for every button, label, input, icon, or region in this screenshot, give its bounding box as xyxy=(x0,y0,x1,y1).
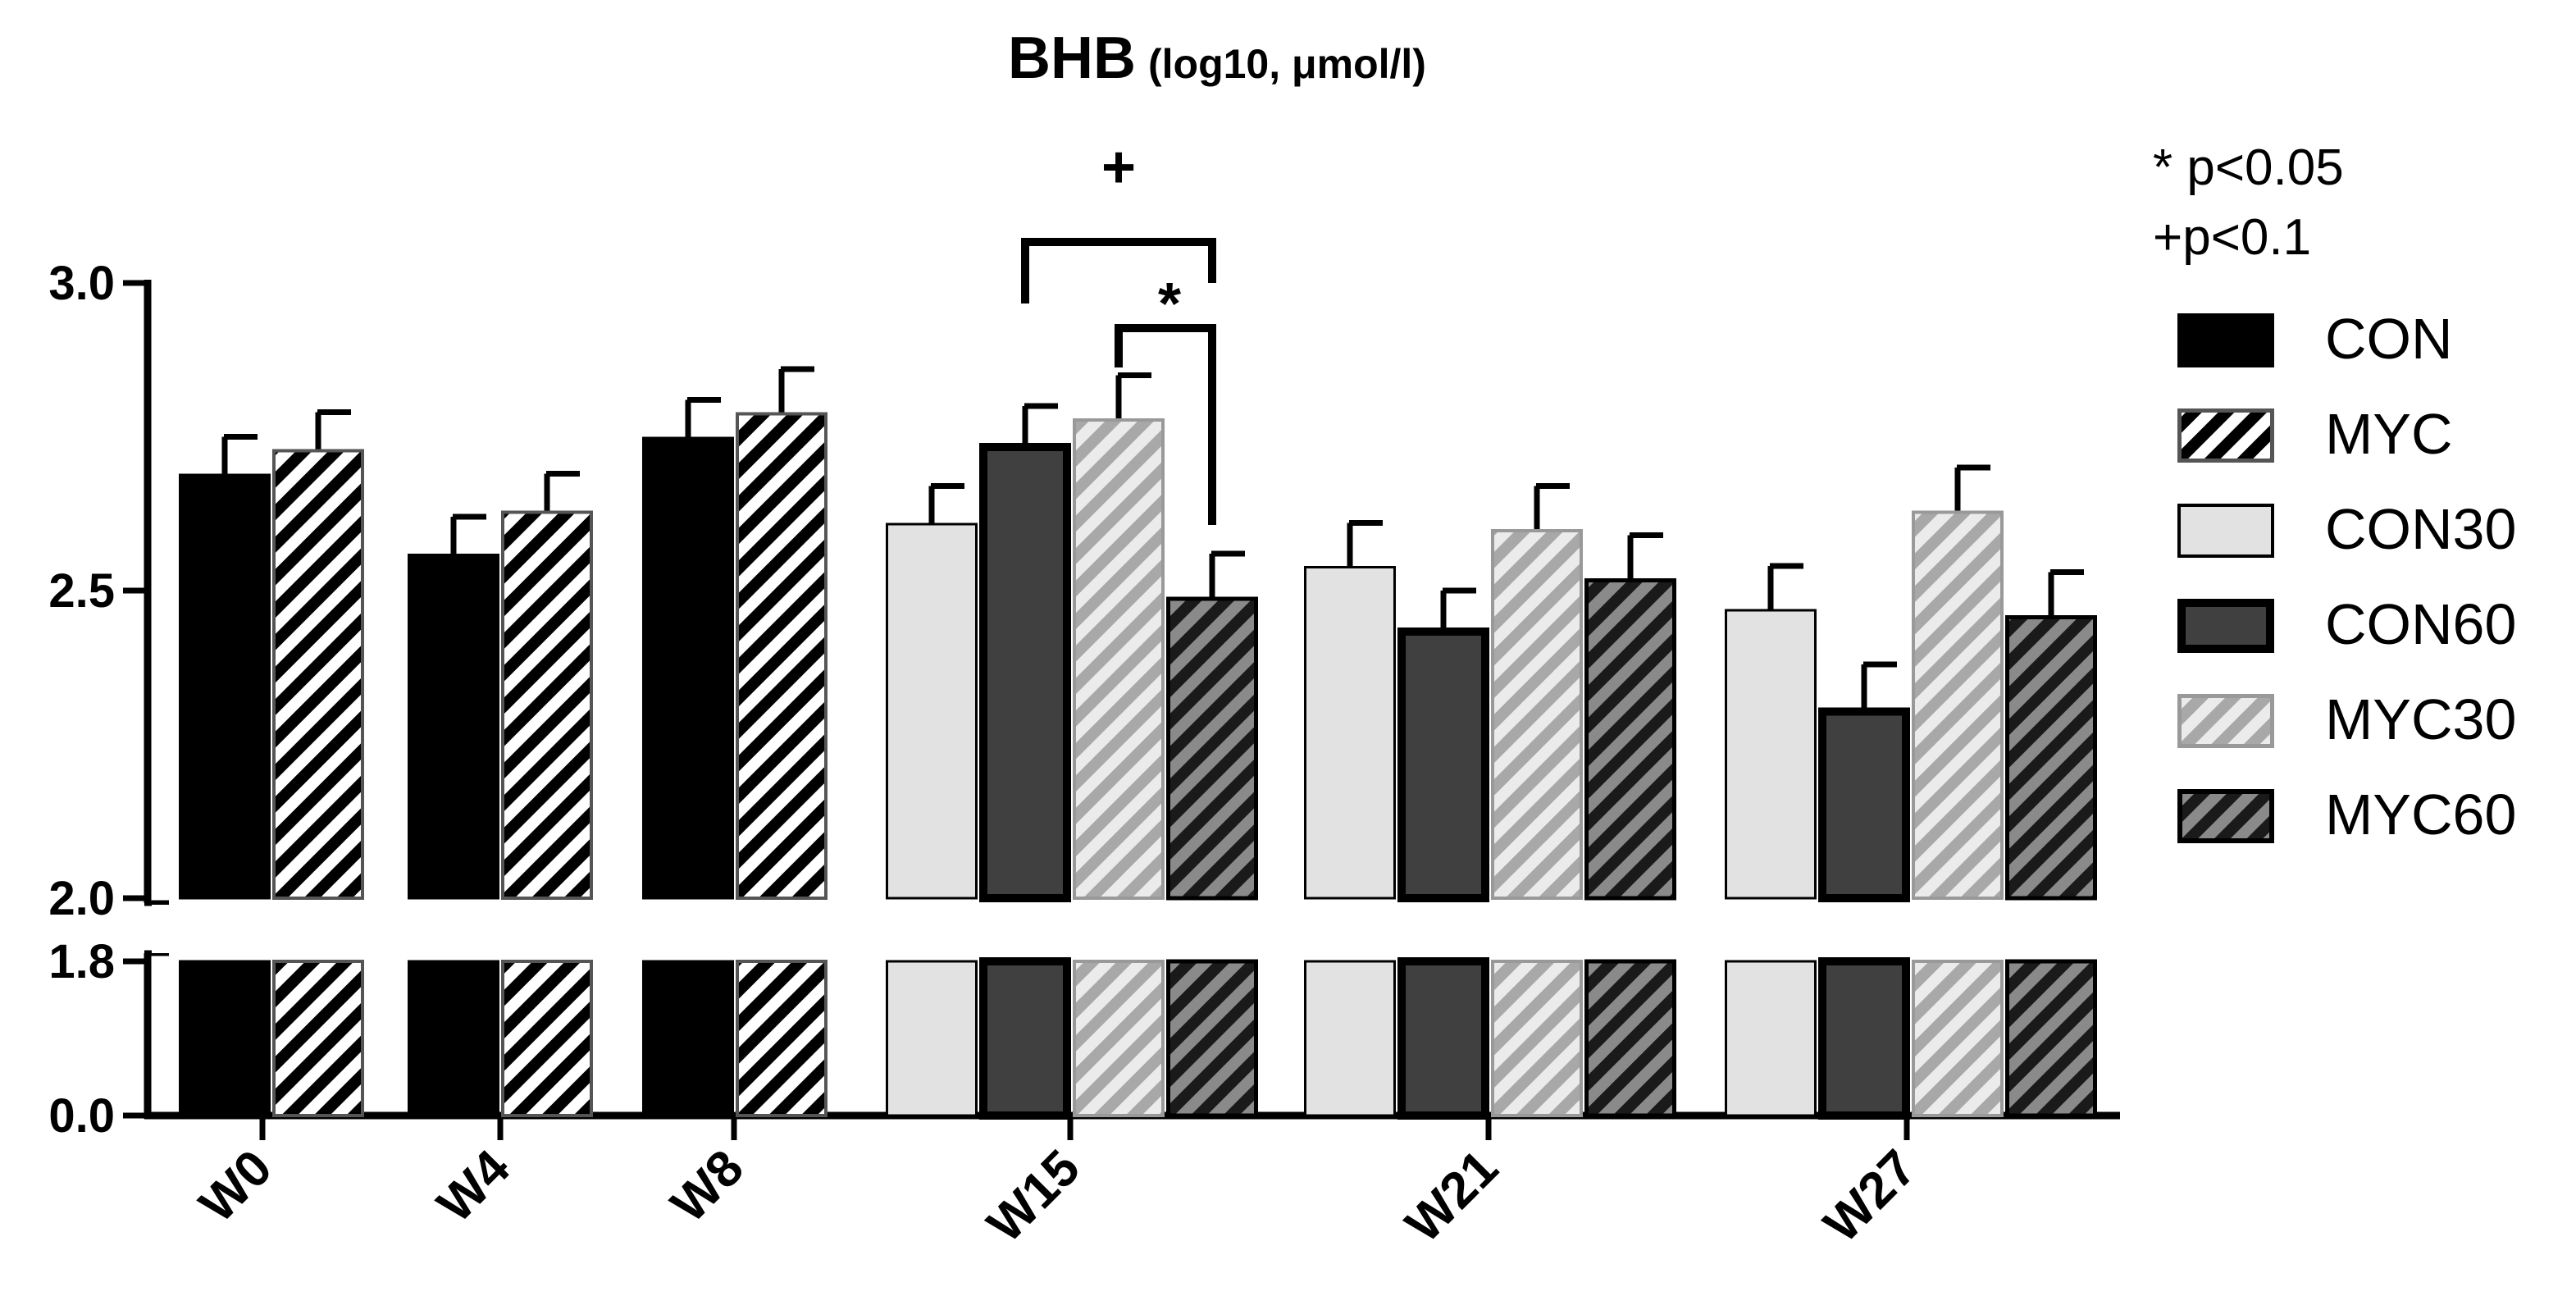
bar-w27-con60 xyxy=(1818,707,1910,902)
legend-swatch-myc60 xyxy=(2177,789,2274,843)
axis-break-band xyxy=(152,905,2124,953)
significance-bracket-1 xyxy=(1021,238,1216,303)
chart-title: BHB xyxy=(1008,25,1136,91)
bar-w15-myc30 xyxy=(1073,418,1165,900)
legend-swatch-myc30 xyxy=(2177,694,2274,748)
bar-w8-con xyxy=(642,436,734,900)
significance-bracket-2 xyxy=(1115,324,1216,525)
bar-lower-w4-myc xyxy=(501,960,593,1117)
x-tick-label-w8: W8 xyxy=(660,1139,755,1234)
bar-lower-w27-con60 xyxy=(1818,957,1910,1120)
x-tick-label-w21: W21 xyxy=(1395,1139,1509,1253)
legend-swatch-con60 xyxy=(2177,599,2274,653)
bar-lower-w8-con xyxy=(642,960,734,1117)
bar-w21-con60 xyxy=(1397,627,1489,902)
bar-lower-w4-con xyxy=(408,960,499,1117)
legend-label-con: CON xyxy=(2325,307,2453,371)
bar-w15-con60 xyxy=(979,443,1071,902)
bar-w4-con xyxy=(408,554,499,900)
significance-key-2: +p<0.1 xyxy=(2153,209,2311,266)
bar-lower-w15-myc30 xyxy=(1073,960,1165,1117)
legend-swatch-con xyxy=(2177,313,2274,367)
bar-w4-myc xyxy=(501,510,593,900)
x-axis-tick-labels: W0 W4 W8 W15 W21 W27 xyxy=(189,1139,1927,1253)
legend-label-myc30: MYC30 xyxy=(2325,687,2516,751)
bar-lower-w21-myc30 xyxy=(1491,960,1583,1117)
significance-brackets: +* xyxy=(1021,135,1216,525)
legend: CON MYC CON30 CON60 MYC30 MYC60 xyxy=(2177,307,2516,847)
bar-lower-w8-myc xyxy=(736,960,828,1117)
bar-w0-con xyxy=(179,473,271,900)
bars xyxy=(152,366,2124,1120)
significance-label-2: * xyxy=(1158,272,1181,337)
bar-lower-w21-con30 xyxy=(1304,960,1396,1117)
significance-key-1: * p<0.05 xyxy=(2153,139,2344,196)
bar-lower-w15-con30 xyxy=(886,960,978,1117)
x-tick-label-w4: W4 xyxy=(426,1139,521,1234)
bar-w15-myc60 xyxy=(1166,596,1258,901)
legend-swatch-con30 xyxy=(2177,504,2274,558)
x-tick-label-w27: W27 xyxy=(1813,1139,1927,1253)
bar-lower-w27-con30 xyxy=(1725,960,1817,1117)
bar-lower-w21-myc60 xyxy=(1584,959,1676,1118)
bar-w21-myc30 xyxy=(1491,529,1583,900)
bar-w27-myc60 xyxy=(2005,615,2097,901)
x-tick-label-w0: W0 xyxy=(189,1139,283,1234)
bar-lower-w21-con60 xyxy=(1397,957,1489,1120)
bar-lower-w27-myc30 xyxy=(1912,960,2004,1117)
bar-lower-w0-myc xyxy=(272,960,364,1117)
legend-label-myc60: MYC60 xyxy=(2325,783,2516,847)
y-tick-label-2-5: 2.5 xyxy=(48,564,115,618)
bar-w21-myc60 xyxy=(1584,578,1676,901)
y-tick-label-3-0: 3.0 xyxy=(48,257,115,310)
legend-label-con60: CON60 xyxy=(2325,592,2516,656)
bar-w27-con30 xyxy=(1725,609,1817,900)
y-tick-label-2-0: 2.0 xyxy=(48,872,115,925)
bar-w27-myc30 xyxy=(1912,510,2004,900)
x-tick-label-w15: W15 xyxy=(977,1139,1091,1253)
bar-lower-w15-myc60 xyxy=(1166,959,1258,1118)
y-tick-label-0-0: 0.0 xyxy=(48,1089,115,1143)
bar-lower-w0-con xyxy=(179,960,271,1117)
bar-w8-myc xyxy=(736,412,828,900)
y-tick-label-1-8: 1.8 xyxy=(48,935,115,988)
legend-label-con30: CON30 xyxy=(2325,497,2516,561)
bar-w15-con30 xyxy=(886,523,978,900)
legend-label-myc: MYC xyxy=(2325,402,2453,466)
bar-w21-con30 xyxy=(1304,566,1396,900)
chart-title-units: (log10, μmol/l) xyxy=(1148,41,1426,87)
legend-swatch-myc xyxy=(2177,408,2274,463)
bar-lower-w27-myc60 xyxy=(2005,959,2097,1118)
significance-label-1: + xyxy=(1101,135,1136,200)
bar-lower-w15-con60 xyxy=(979,957,1071,1120)
bar-w0-myc xyxy=(272,449,364,900)
